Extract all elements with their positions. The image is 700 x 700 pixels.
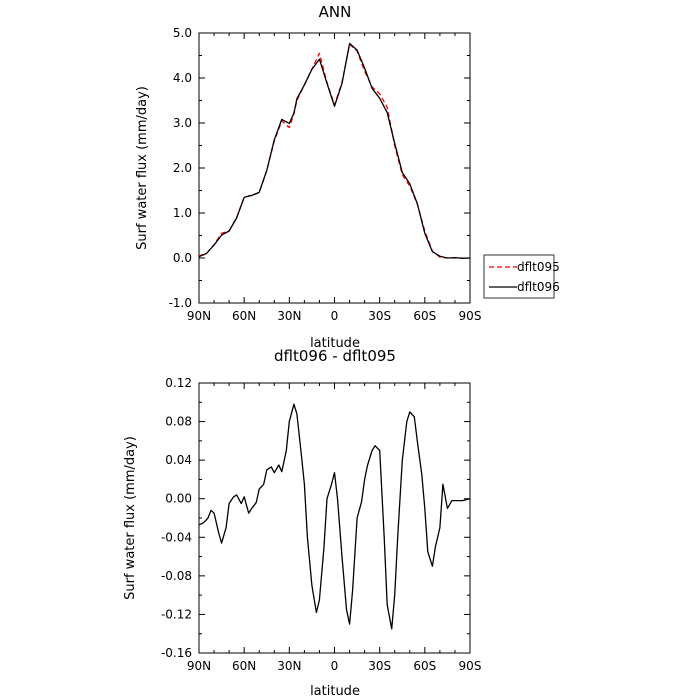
x-tick-label: 90N <box>187 659 211 673</box>
x-tick-label: 30N <box>277 309 301 323</box>
top-chart-title: ANN <box>319 3 352 21</box>
y-tick-label: 5.0 <box>173 26 192 40</box>
y-tick-label: -0.08 <box>161 569 192 583</box>
y-tick-label: 0.12 <box>165 376 192 390</box>
x-tick-label: 60N <box>232 659 256 673</box>
series-line-dflt095 <box>198 43 470 259</box>
y-tick-label: -0.04 <box>161 530 192 544</box>
legend-box <box>483 254 555 299</box>
bottom-plot-frame <box>198 382 471 654</box>
x-tick-label: 60S <box>413 659 436 673</box>
top-panel: ANN 90N 60N 30N 0 30S 60S 90S -1.0 0.0 1.0 2.0 3.0 4… <box>135 3 560 351</box>
y-tick-label: 0.00 <box>165 492 192 506</box>
bottom-ticks: 90N 60N 30N 0 30S 60S 90S -0.16 -0.12 -0.08 -0.04 0… <box>161 376 482 673</box>
series-line-diff-1 <box>198 403 471 630</box>
y-tick-label: 0.0 <box>173 251 192 265</box>
x-tick-label: 60N <box>232 309 256 323</box>
x-tick-label: 90N <box>187 309 211 323</box>
y-tick-label: 3.0 <box>173 116 192 130</box>
x-tick-label: 0 <box>331 309 339 323</box>
bottom-series <box>198 403 471 630</box>
bottom-x-axis-label: latitude <box>310 684 360 699</box>
y-tick-label: 4.0 <box>173 71 192 85</box>
legend-label-dflt096: dflt096 <box>517 280 560 294</box>
x-tick-label: 0 <box>331 659 339 673</box>
series-line-dflt096 <box>198 42 471 260</box>
x-tick-label: 90S <box>459 309 482 323</box>
x-tick-label: 30S <box>368 659 391 673</box>
legend: dflt095 dflt096 <box>483 254 560 299</box>
bottom-panel: dflt096 - dflt095 90N 60N 30N 0 30S 60S 90S -0.… <box>123 347 481 699</box>
y-tick-label: 1.0 <box>173 206 192 220</box>
y-tick-label: -0.16 <box>161 646 192 660</box>
x-tick-label: 90S <box>459 659 482 673</box>
y-tick-label: 0.08 <box>165 415 192 429</box>
top-x-axis-label: latitude <box>310 336 360 351</box>
top-y-axis-label: Surf water flux (mm/day) <box>135 86 150 250</box>
y-tick-label: 2.0 <box>173 161 192 175</box>
top-ticks: 90N 60N 30N 0 30S 60S 90S -1.0 0.0 1.0 2.0 3.0 4.0 5.… <box>169 26 482 323</box>
top-series <box>198 42 471 260</box>
legend-label-dflt095: dflt095 <box>517 260 560 274</box>
x-tick-label: 30N <box>277 659 301 673</box>
x-tick-label: 60S <box>413 309 436 323</box>
x-tick-label: 30S <box>368 309 391 323</box>
top-plot-frame <box>198 32 471 304</box>
bottom-chart-title: dflt096 - dflt095 <box>274 347 396 365</box>
y-tick-label: 0.04 <box>165 453 192 467</box>
bottom-y-axis-label: Surf water flux (mm/day) <box>123 436 138 600</box>
y-tick-label: -0.12 <box>161 607 192 621</box>
y-tick-label: -1.0 <box>169 296 192 310</box>
